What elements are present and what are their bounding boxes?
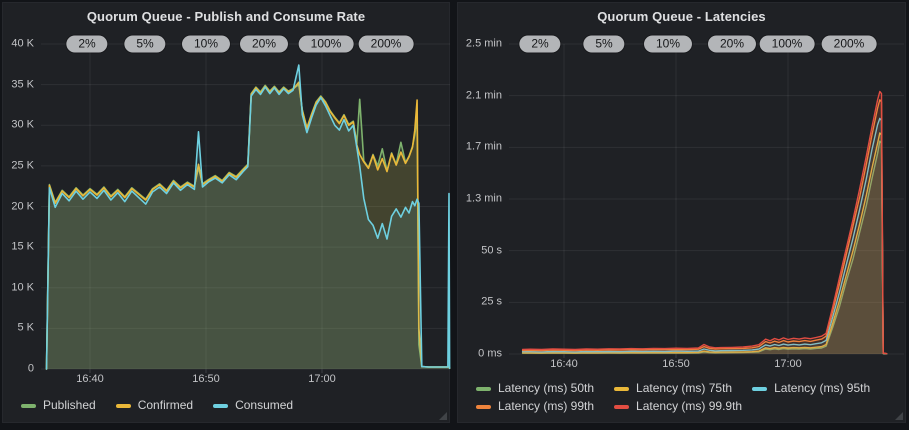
series-area-1 <box>522 132 887 354</box>
gridlines <box>509 43 904 358</box>
legend-swatch-icon <box>752 386 768 391</box>
x-axis-label: 16:40 <box>76 373 104 385</box>
legend-label: Published <box>43 398 96 412</box>
x-axis-label: 16:50 <box>192 373 220 385</box>
y-axis-label: 25 K <box>11 159 34 172</box>
legend-row: Latency (ms) 99th Latency (ms) 99.9th <box>476 400 870 413</box>
series-area-0 <box>46 84 450 369</box>
series-area-1 <box>46 82 450 369</box>
legend-label: Consumed <box>235 398 294 412</box>
legend-label: Confirmed <box>137 398 194 412</box>
chart-canvas[interactable] <box>458 3 907 424</box>
panel-title[interactable]: Quorum Queue - Latencies <box>597 9 766 24</box>
legend-swatch-icon <box>115 403 131 408</box>
series-line-3 <box>521 99 888 355</box>
series-area-3 <box>522 99 887 354</box>
y-axis-label: 35 K <box>11 78 34 91</box>
y-axis-label: 2.5 min <box>465 37 502 50</box>
panel-latencies: Quorum Queue - Latencies 0 ms 25 s 50 s 1.3… <box>457 2 906 423</box>
y-axis-label: 0 <box>27 362 34 375</box>
y-axis-label: 40 K <box>11 37 34 50</box>
series-line-2 <box>45 64 451 370</box>
x-axis-label: 17:00 <box>308 373 336 385</box>
legend-item[interactable]: Published <box>21 399 96 412</box>
series-area-4 <box>522 91 887 354</box>
panel-publish-consume-rate: Quorum Queue - Publish and Consume Rate … <box>2 2 451 424</box>
annotation-pill[interactable]: 200% <box>821 35 877 53</box>
annotation-pill[interactable]: 5% <box>583 35 625 53</box>
legend-item[interactable]: Latency (ms) 50th <box>476 382 594 395</box>
annotation-pill[interactable]: 2% <box>66 35 108 53</box>
legend-item[interactable]: Latency (ms) 99.9th <box>614 400 742 413</box>
legend-label: Latency (ms) 95th <box>774 381 871 395</box>
annotation-pill[interactable]: 100% <box>298 35 354 53</box>
panel-title[interactable]: Quorum Queue - Publish and Consume Rate <box>86 9 366 24</box>
legend-row: Published Confirmed Consumed <box>21 399 293 412</box>
chart-canvas[interactable] <box>3 3 451 424</box>
annotation-pill[interactable]: 5% <box>124 35 166 53</box>
annotation-pill[interactable]: 200% <box>358 35 414 53</box>
panel-resize-handle[interactable] <box>895 412 903 420</box>
legend-item[interactable]: Latency (ms) 75th <box>614 382 732 395</box>
annotation-pill[interactable]: 100% <box>759 35 815 53</box>
legend-swatch-icon <box>614 404 630 409</box>
annotation-pill[interactable]: 2% <box>519 35 561 53</box>
series-area-2 <box>46 65 450 369</box>
legend-swatch-icon <box>21 403 36 408</box>
legend: Published Confirmed Consumed <box>21 399 293 412</box>
series-line-2 <box>521 117 888 355</box>
gridlines <box>41 43 450 373</box>
legend-swatch-icon <box>213 403 229 408</box>
series-area-0 <box>522 141 887 354</box>
y-axis-label: 15 K <box>11 240 34 253</box>
series-line-1 <box>521 132 888 355</box>
y-axis-label: 1.3 min <box>465 192 502 205</box>
legend-label: Latency (ms) 75th <box>636 381 733 395</box>
y-axis-label: 1.7 min <box>465 140 502 153</box>
y-axis-label: 25 s <box>481 295 502 308</box>
x-axis-label: 16:50 <box>662 358 690 370</box>
y-axis-label: 20 K <box>11 200 34 212</box>
panel-resize-handle[interactable] <box>439 412 447 420</box>
legend-label: Latency (ms) 50th <box>498 381 595 395</box>
y-axis-label: 30 K <box>11 118 34 131</box>
legend-row: Latency (ms) 50th Latency (ms) 75th Latenc… <box>476 382 870 395</box>
legend-item[interactable]: Confirmed <box>115 398 194 412</box>
legend-label: Latency (ms) 99th <box>498 399 595 413</box>
y-axis-label: 0 ms <box>478 347 502 360</box>
x-axis-label: 17:00 <box>774 358 802 370</box>
legend-item[interactable]: Latency (ms) 99th <box>476 400 594 413</box>
annotation-pill[interactable]: 10% <box>643 35 693 53</box>
legend: Latency (ms) 50th Latency (ms) 75th Latenc… <box>476 382 870 413</box>
series-line-4 <box>521 90 888 355</box>
annotation-pill[interactable]: 20% <box>239 35 289 53</box>
annotation-pill[interactable]: 20% <box>707 35 757 53</box>
x-axis-label: 16:40 <box>550 358 578 370</box>
legend-item[interactable]: Consumed <box>213 399 293 412</box>
series-area-2 <box>522 118 887 355</box>
legend-swatch-icon <box>614 386 630 391</box>
legend-label: Latency (ms) 99.9th <box>636 399 743 413</box>
y-axis-label: 5 K <box>17 321 34 334</box>
y-axis-label: 50 s <box>481 244 502 257</box>
legend-swatch-icon <box>476 404 491 409</box>
legend-item[interactable]: Latency (ms) 95th <box>752 382 870 395</box>
y-axis-label: 10 K <box>11 281 34 294</box>
y-axis-label: 2.1 min <box>465 89 502 102</box>
annotation-pill[interactable]: 10% <box>181 35 231 53</box>
legend-swatch-icon <box>476 386 491 391</box>
